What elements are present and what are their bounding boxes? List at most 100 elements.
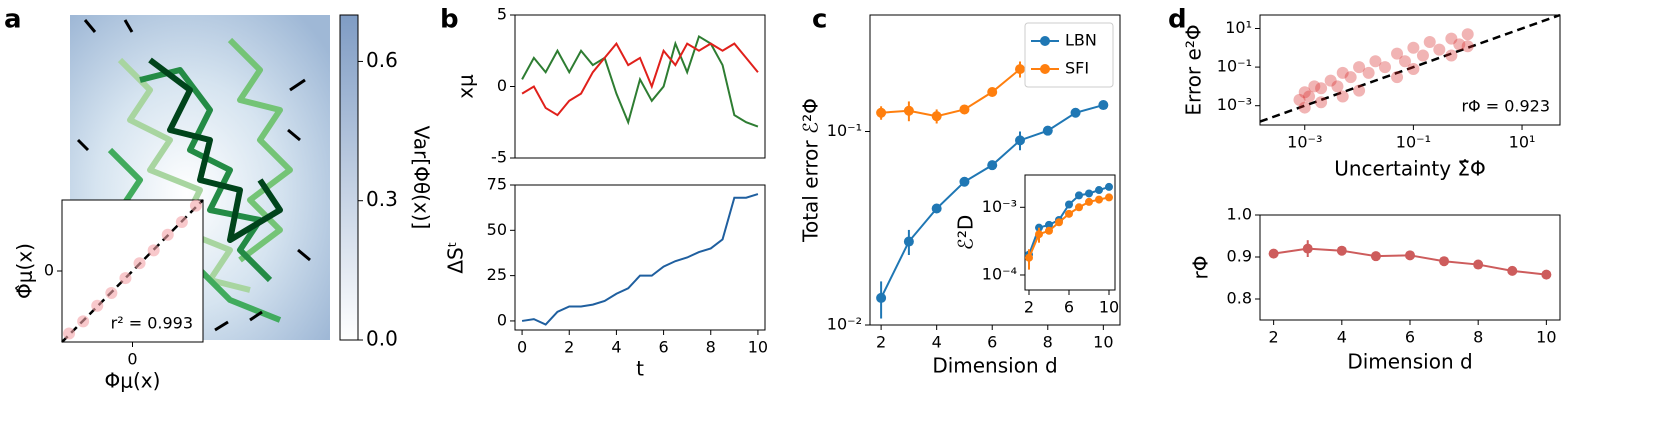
marker: [959, 104, 970, 115]
scatter-point: [91, 299, 104, 312]
marker: [1105, 182, 1113, 191]
legend-label: LBN: [1065, 31, 1097, 50]
marker: [1065, 209, 1073, 218]
x-tick-label: 10: [1536, 328, 1556, 347]
x-tick-label: 6: [1064, 298, 1074, 317]
x-tick-label: 10: [1093, 333, 1113, 352]
scatter-point: [133, 257, 146, 270]
x-tick-label: 6: [987, 333, 997, 352]
y-axis-label: Φ̂μ(x): [13, 243, 37, 299]
scatter-point: [189, 199, 202, 212]
scatter-point: [1344, 71, 1357, 84]
scatter-point: [1369, 55, 1382, 68]
scatter-point: [77, 315, 90, 328]
y-tick-label: 10⁻³: [1217, 95, 1252, 114]
annotation: r² = 0.993: [111, 314, 193, 333]
marker: [1473, 259, 1484, 270]
marker: [987, 160, 998, 171]
marker: [959, 176, 970, 187]
scatter-point: [1331, 80, 1344, 93]
y-tick-label: 25: [487, 265, 507, 284]
scatter-point: [1324, 74, 1337, 87]
scatter-point: [175, 216, 188, 229]
scatter-point: [1445, 32, 1458, 45]
scatter-point: [1303, 90, 1316, 103]
y-axis-label: Error e²Φ: [1182, 24, 1206, 115]
y-axis-label: ΔSᵗ: [444, 241, 468, 273]
scatter-point: [1298, 101, 1311, 114]
scatter-point: [1362, 66, 1375, 79]
scatter-point: [105, 287, 118, 300]
x-tick-label: 2: [1024, 298, 1034, 317]
marker: [1075, 203, 1083, 212]
scatter-point: [1378, 61, 1391, 74]
scatter-point: [1445, 49, 1458, 62]
x-axis-label: Φμ(x): [105, 369, 161, 393]
scatter-point: [1391, 47, 1404, 60]
x-axis-label: t: [636, 357, 644, 381]
legend-marker: [1040, 36, 1050, 46]
colorbar: [339, 14, 359, 341]
marker: [1268, 248, 1279, 259]
y-tick-label: 0.9: [1227, 247, 1252, 266]
scatter-point: [147, 244, 160, 257]
x-tick-label: 0: [517, 338, 527, 357]
marker: [987, 87, 998, 98]
series-line: [521, 193, 759, 326]
scatter-point: [1336, 90, 1349, 103]
panel-letter: d: [1168, 5, 1187, 35]
x-tick-label: 8: [1043, 333, 1053, 352]
y-axis-label: rΦ: [1189, 256, 1213, 280]
scatter-point: [1308, 80, 1321, 93]
scatter-point: [1453, 38, 1466, 51]
scatter-point: [161, 228, 174, 241]
marker: [931, 203, 942, 214]
x-tick-label: 6: [1405, 328, 1415, 347]
x-tick-label: 10¹: [1509, 133, 1536, 152]
marker: [1302, 243, 1313, 254]
x-tick-label: 2: [564, 338, 574, 357]
scatter-point: [119, 272, 132, 285]
marker: [1015, 64, 1025, 75]
scatter-point: [1407, 41, 1420, 54]
marker: [903, 105, 914, 116]
series-line: [521, 34, 759, 128]
marker: [876, 107, 887, 118]
scatter-point: [1461, 28, 1474, 41]
marker: [1055, 218, 1063, 227]
scatter-point: [1315, 96, 1328, 109]
marker: [1042, 125, 1053, 136]
marker: [1095, 195, 1103, 204]
colorbar-tick-label: 0.0: [366, 327, 398, 351]
marker: [1085, 197, 1093, 206]
marker: [1035, 230, 1043, 239]
panel-letter: b: [440, 5, 459, 35]
legend-marker: [1040, 64, 1050, 74]
scatter-point: [1398, 55, 1411, 68]
marker: [903, 236, 914, 247]
x-tick-label: 2: [1269, 328, 1279, 347]
marker: [876, 292, 887, 303]
y-tick-label: 0: [44, 261, 54, 280]
series-line: [521, 41, 759, 117]
scatter-point: [1298, 86, 1311, 99]
x-tick-label: 4: [611, 338, 621, 357]
y-tick-label: 10⁻²: [827, 315, 862, 334]
colorbar-tick-label: 0.6: [366, 48, 398, 72]
scatter-point: [1315, 82, 1328, 95]
scatter-point: [1391, 71, 1404, 84]
marker: [1098, 100, 1109, 111]
x-tick-label: 0: [127, 350, 137, 369]
y-tick-label: 0: [497, 310, 507, 329]
marker: [1405, 250, 1415, 261]
x-axis-label: Uncertainty Σ̂Φ: [1334, 157, 1486, 181]
y-tick-label: 10⁻⁴: [982, 264, 1017, 283]
x-tick-label: 4: [1337, 328, 1347, 347]
scatter-point: [1461, 40, 1474, 53]
panel-letter: a: [4, 5, 22, 35]
scatter-point: [1407, 62, 1420, 75]
y-tick-label: 0: [497, 76, 507, 95]
annotation: rΦ = 0.923: [1461, 97, 1550, 116]
marker: [1541, 269, 1552, 280]
marker: [1085, 189, 1093, 198]
